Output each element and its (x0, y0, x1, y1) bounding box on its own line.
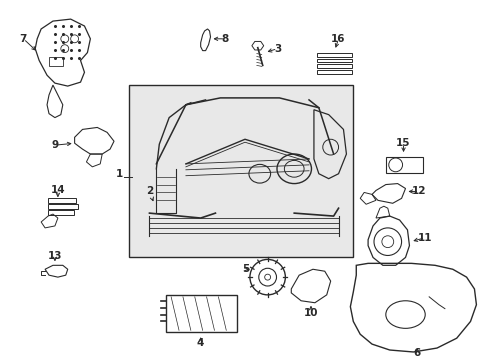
Bar (166, 295, 237, 332)
Text: 5: 5 (242, 264, 249, 274)
Text: 9: 9 (51, 140, 59, 150)
Text: 8: 8 (221, 34, 228, 44)
Text: 16: 16 (331, 34, 345, 44)
Bar (385, 157, 423, 173)
Bar (48, 198, 76, 203)
Bar (316, 53, 352, 57)
Text: 1: 1 (116, 169, 123, 179)
Bar (316, 59, 352, 62)
Text: 10: 10 (303, 307, 318, 318)
Bar (48, 210, 74, 215)
Bar (316, 64, 352, 68)
Text: 7: 7 (20, 34, 27, 44)
Text: 12: 12 (411, 186, 426, 197)
Text: 4: 4 (197, 338, 204, 348)
Text: 14: 14 (50, 185, 65, 195)
Text: 3: 3 (273, 44, 281, 54)
Bar (128, 85, 353, 257)
Text: 13: 13 (47, 251, 62, 261)
Text: 2: 2 (145, 186, 153, 197)
Bar (316, 70, 352, 74)
Bar (48, 204, 78, 209)
Text: 15: 15 (395, 138, 410, 148)
Text: 11: 11 (417, 233, 431, 243)
Bar (49, 57, 62, 66)
Text: 6: 6 (413, 348, 420, 358)
